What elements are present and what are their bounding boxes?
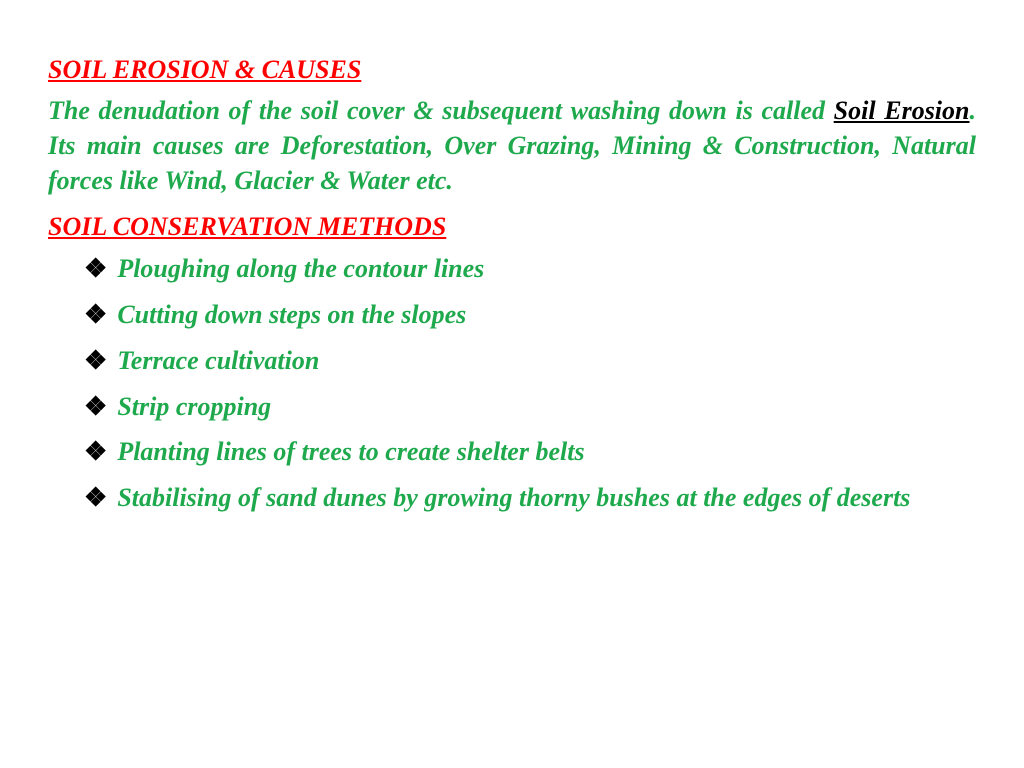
term-soil-erosion: Soil Erosion bbox=[834, 96, 970, 125]
list-item: Ploughing along the contour lines bbox=[48, 252, 976, 286]
list-item: Cutting down steps on the slopes bbox=[48, 298, 976, 332]
para-text-pre: The denudation of the soil cover & subse… bbox=[48, 96, 834, 125]
heading-conservation-methods: SOIL CONSERVATION METHODS bbox=[48, 212, 976, 242]
heading-soil-erosion: SOIL EROSION & CAUSES bbox=[48, 55, 976, 85]
para-text-post: Its main causes are Deforestation, Over … bbox=[48, 131, 976, 195]
para-dot: . bbox=[970, 96, 977, 125]
list-item: Planting lines of trees to create shelte… bbox=[48, 435, 976, 469]
list-item: Stabilising of sand dunes by growing tho… bbox=[48, 481, 976, 515]
paragraph-erosion-definition: The denudation of the soil cover & subse… bbox=[48, 93, 976, 198]
list-item: Terrace cultivation bbox=[48, 344, 976, 378]
list-item: Strip cropping bbox=[48, 390, 976, 424]
methods-list: Ploughing along the contour lines Cuttin… bbox=[48, 252, 976, 515]
